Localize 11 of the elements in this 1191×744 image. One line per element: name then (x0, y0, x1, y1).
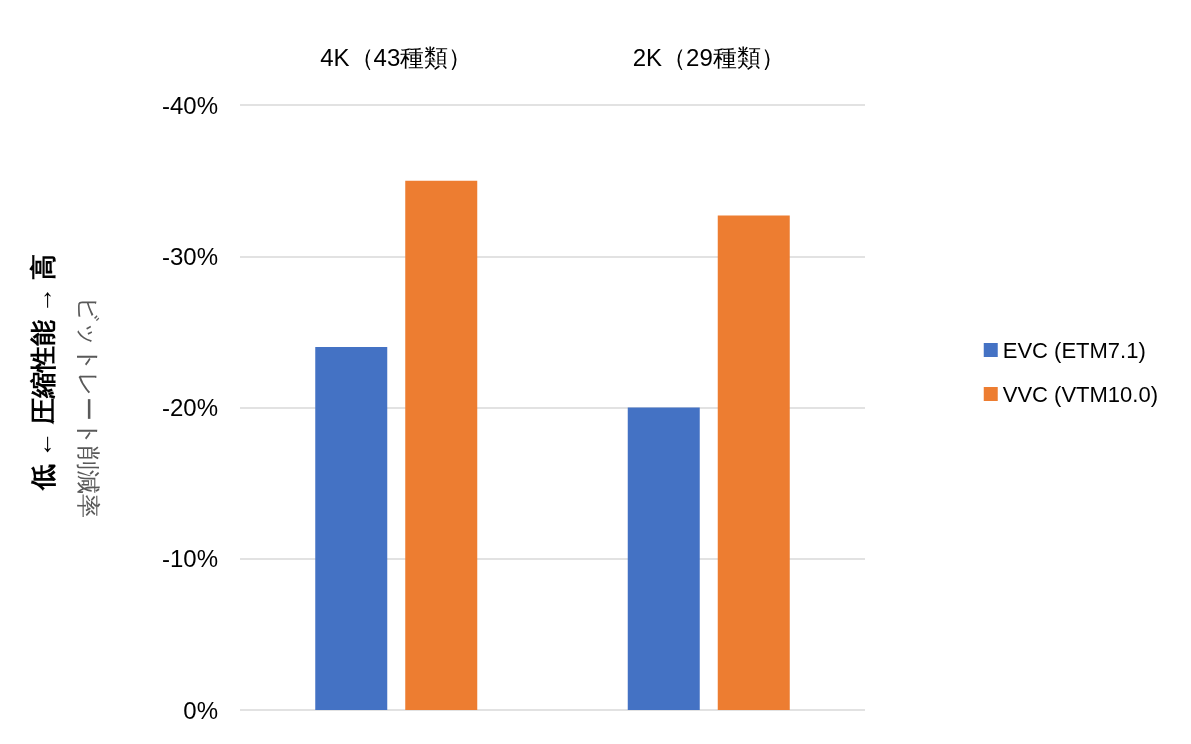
text: 低 ← 圧縮性能 → 高 (28, 253, 58, 492)
legend-label: VVC (VTM10.0) (1002, 381, 1159, 407)
y-tick-label: -20% (161, 394, 218, 421)
x-tick-label: 4K（43種類） (320, 43, 473, 71)
y-tick-label: -40% (161, 91, 218, 119)
y-tick-label: -30% (161, 242, 218, 270)
y-tick-label: -10% (161, 545, 218, 573)
x-tick-label: 2K（29種類） (632, 43, 785, 71)
legend-label: EVC (ETM7.1) (1002, 337, 1146, 363)
y-axis-title: ビットレート削減率 (74, 297, 102, 518)
y-tick-label: 0% (183, 696, 218, 724)
